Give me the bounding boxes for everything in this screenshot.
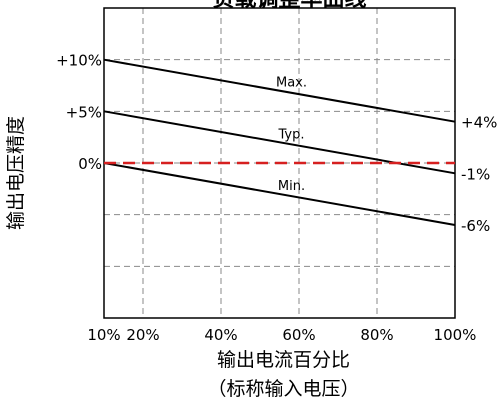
chart-title: 负载调整率曲线 [212,0,366,12]
series-label-max: Max. [276,76,307,91]
series-label-typ: Typ. [278,127,305,142]
y-tick-right-label: -1% [461,165,490,183]
y-tick-right-label: +4% [461,114,497,132]
y-tick-left-label: 0% [78,155,102,173]
x-tick-label: 20% [126,326,159,344]
x-tick-label: 10% [87,326,120,344]
x-axis-label: 输出电流百分比 [217,349,350,371]
x-tick-label: 40% [204,326,237,344]
y-tick-left-label: +10% [56,52,102,70]
x-axis-label-note: （标称输入电压） [207,378,359,400]
x-tick-label: 80% [360,326,393,344]
series-line-min [103,162,456,226]
x-tick-label: 60% [282,326,315,344]
x-tick-label: 100% [434,326,477,344]
y-tick-right-label: -6% [461,217,490,235]
series-label-min: Min. [278,179,305,194]
y-axis-label: 输出电压精度 [5,116,27,230]
y-tick-left-label: +5% [66,103,102,121]
series-line-max [103,58,456,123]
